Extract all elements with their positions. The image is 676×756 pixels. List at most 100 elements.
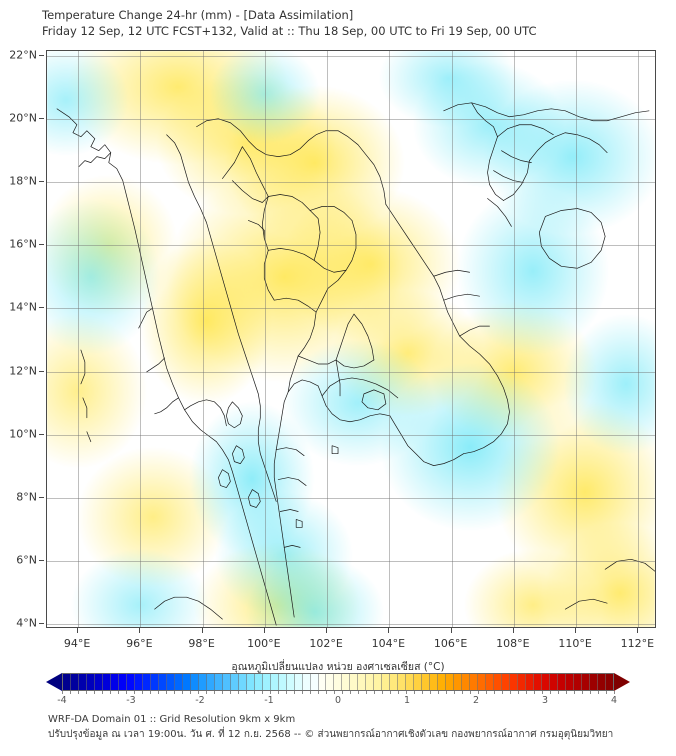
gridline-longitude xyxy=(78,51,80,627)
colorbar-tick-mark xyxy=(558,691,559,694)
colorbar-tick-mark xyxy=(278,691,279,694)
gridline-longitude xyxy=(513,51,515,627)
colorbar-swatch xyxy=(222,674,231,690)
colorbar-swatch xyxy=(142,674,151,690)
colorbar-tick-label: 3 xyxy=(541,695,549,706)
colorbar-swatch xyxy=(406,674,415,690)
colorbar-swatch xyxy=(350,674,359,690)
colorbar-swatch xyxy=(430,674,439,690)
colorbar-tick-mark xyxy=(606,691,607,694)
colorbar-tick-mark xyxy=(118,691,119,694)
longitude-tick-label: 100°E xyxy=(247,637,281,650)
gridline-latitude xyxy=(47,55,655,57)
colorbar-tick-label: 1 xyxy=(403,695,411,706)
colorbar-swatch xyxy=(294,674,303,690)
latitude-tick-mark xyxy=(39,54,44,56)
colorbar-tick-mark xyxy=(270,691,271,694)
colorbar-swatch xyxy=(70,674,79,690)
colorbar-swatch xyxy=(597,674,606,690)
colorbar-tick-mark xyxy=(478,691,479,694)
gridline-latitude xyxy=(47,118,655,120)
colorbar-tick-mark xyxy=(494,691,495,694)
colorbar-tick-mark xyxy=(366,691,367,694)
colorbar-label: อุณหภูมิเปลี่ยนแปลง หน่วย องศาเซลเซียส (… xyxy=(231,661,445,673)
colorbar-tick-mark xyxy=(254,691,255,694)
colorbar-tick-mark xyxy=(550,691,551,694)
colorbar-swatch xyxy=(374,674,383,690)
colorbar-swatch xyxy=(574,674,582,690)
gridline-longitude xyxy=(264,51,266,627)
latitude-tick-mark xyxy=(39,496,44,498)
colorbar-swatch xyxy=(254,674,263,690)
colorbar-tick-mark xyxy=(94,691,95,694)
longitude-tick-mark xyxy=(575,628,577,633)
latitude-tick-mark xyxy=(39,370,44,372)
gridline-latitude xyxy=(47,371,655,373)
colorbar-swatch xyxy=(230,674,239,690)
colorbar-tick-label: 0 xyxy=(334,695,342,706)
colorbar-swatch xyxy=(605,674,613,690)
longitude-tick-mark xyxy=(139,628,141,633)
longitude-tick-label: 104°E xyxy=(371,637,406,650)
colorbar-swatch xyxy=(526,674,535,690)
colorbar-swatch xyxy=(589,674,598,690)
gridline-longitude xyxy=(327,51,329,627)
longitude-tick-label: 106°E xyxy=(433,637,468,650)
colorbar-tick-mark xyxy=(510,691,511,694)
colorbar-swatch xyxy=(581,674,590,690)
longitude-tick-label: 94°E xyxy=(63,637,91,650)
latitude-tick-label: 14°N xyxy=(9,300,37,314)
gridline-longitude xyxy=(451,51,453,627)
gridline-latitude xyxy=(47,245,655,247)
colorbar-swatch xyxy=(110,674,119,690)
colorbar-tick-label: -4 xyxy=(57,695,67,706)
colorbar-swatch xyxy=(150,674,159,690)
colorbar-swatch xyxy=(63,674,71,690)
chart-title-block: Temperature Change 24-hr (mm) - [Data As… xyxy=(42,8,652,39)
colorbar-swatch xyxy=(534,674,543,690)
colorbar-tick-mark xyxy=(190,691,191,694)
latitude-tick-label: 16°N xyxy=(9,237,37,251)
colorbar-swatch xyxy=(134,674,143,690)
latitude-tick-mark xyxy=(39,433,44,435)
colorbar-swatch xyxy=(494,674,503,690)
colorbar-swatch xyxy=(310,674,319,690)
colorbar-tick-mark xyxy=(590,691,591,694)
latitude-tick-mark xyxy=(39,560,44,562)
map-plot-area[interactable] xyxy=(46,50,656,628)
colorbar-swatch xyxy=(478,674,487,690)
gridline-latitude xyxy=(47,434,655,436)
colorbar-swatch xyxy=(550,674,559,690)
colorbar-tick-mark xyxy=(334,691,335,694)
colorbar-swatch xyxy=(118,674,127,690)
colorbar-swatch xyxy=(390,674,399,690)
colorbar-swatch xyxy=(558,674,567,690)
colorbar-swatch xyxy=(446,674,455,690)
page-title: Temperature Change 24-hr (mm) - [Data As… xyxy=(42,8,354,22)
colorbar-tick-label: 2 xyxy=(472,695,480,706)
colorbar-tick-mark xyxy=(246,691,247,694)
colorbar-tick-mark xyxy=(294,691,295,694)
colorbar-swatch xyxy=(318,674,327,690)
latitude-tick-label: 18°N xyxy=(9,174,37,188)
colorbar-swatch xyxy=(126,674,135,690)
colorbar-tick-mark xyxy=(486,691,487,694)
latitude-tick-label: 6°N xyxy=(16,553,37,567)
colorbar-swatch xyxy=(182,674,191,690)
colorbar-swatch xyxy=(542,674,551,690)
colorbar-tick-mark xyxy=(502,691,503,694)
latitude-tick-mark xyxy=(39,117,44,119)
colorbar-tick-mark xyxy=(158,691,159,694)
gridline-longitude xyxy=(389,51,391,627)
colorbar-tick-label: -1 xyxy=(264,695,274,706)
colorbar-tick-mark xyxy=(78,691,79,694)
gridline-longitude xyxy=(638,51,640,627)
colorbar-swatch xyxy=(382,674,391,690)
colorbar-swatch xyxy=(166,674,175,690)
colorbar-swatch xyxy=(414,674,423,690)
latitude-tick-label: 20°N xyxy=(9,111,37,125)
colorbar-tick-mark xyxy=(398,691,399,694)
gridline-longitude xyxy=(202,51,204,627)
colorbar-tick-mark xyxy=(406,691,407,694)
gridline-latitude xyxy=(47,308,655,310)
